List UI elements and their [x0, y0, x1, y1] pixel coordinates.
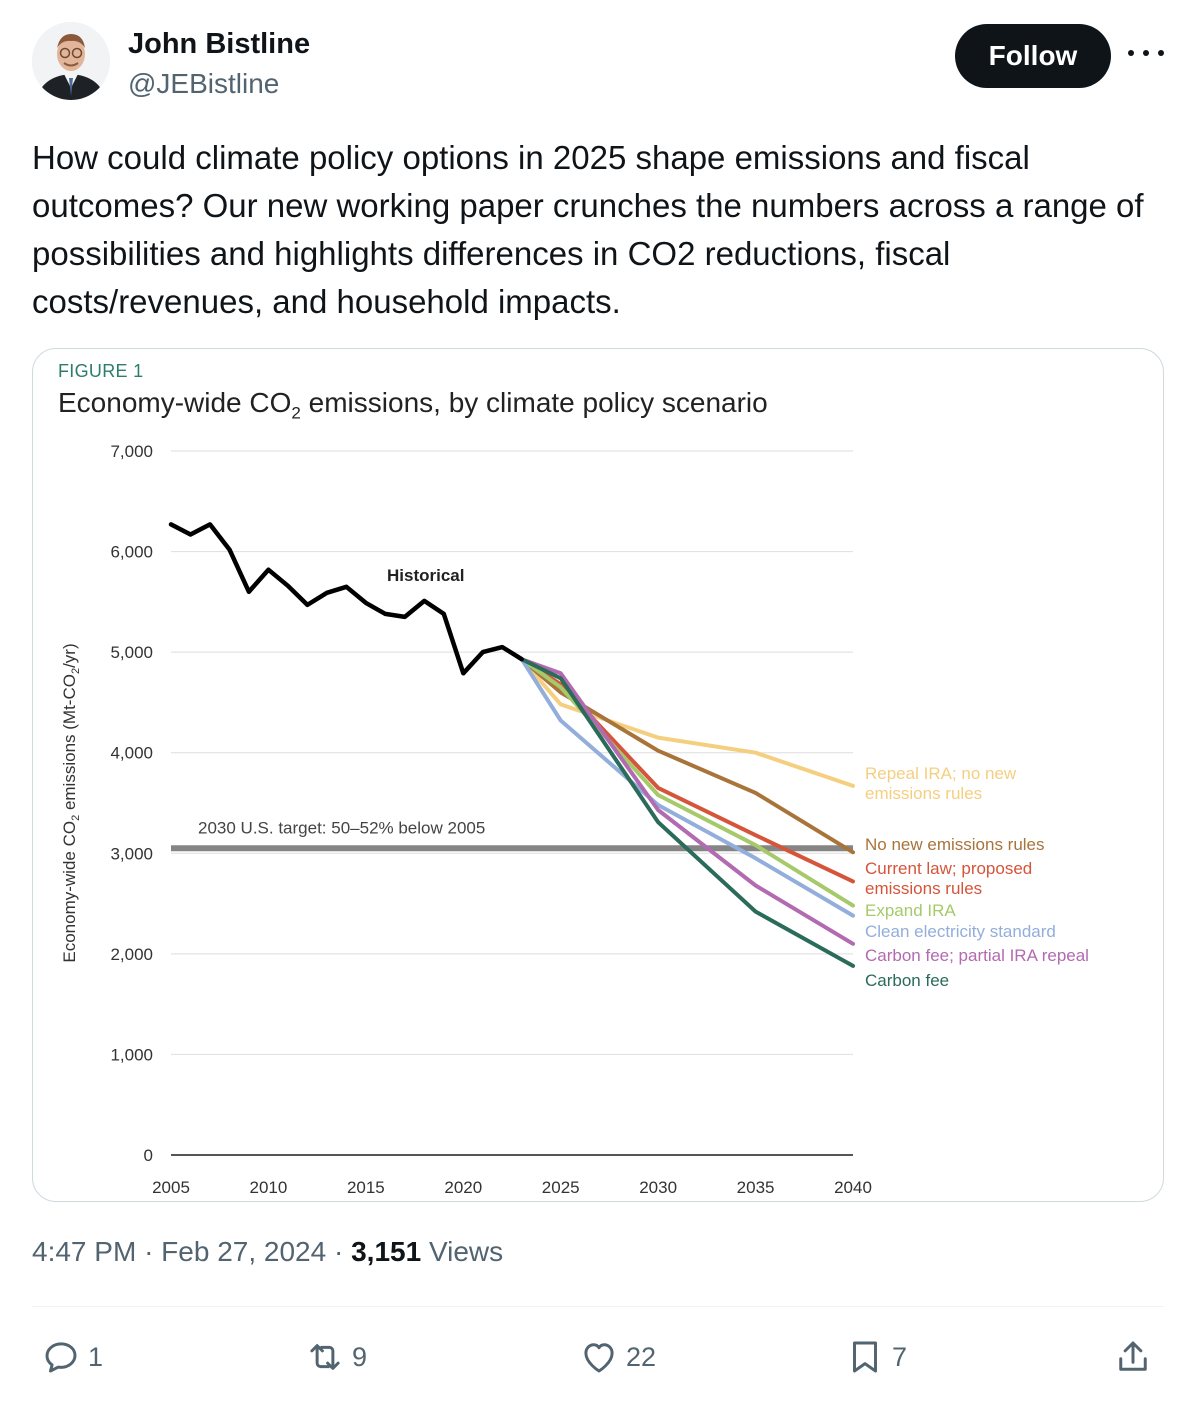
bookmark-button[interactable]: 7 [844, 1332, 907, 1382]
y-tick-label: 1,000 [110, 1045, 153, 1064]
reply-icon [45, 1342, 77, 1373]
meta-separator: · [333, 1236, 344, 1267]
x-tick-label: 2030 [639, 1178, 677, 1197]
media-image[interactable]: FIGURE 1 Economy-wide CO2 emissions, by … [32, 348, 1164, 1202]
y-tick-label: 7,000 [110, 442, 153, 461]
x-tick-label: 2035 [737, 1178, 775, 1197]
target-label: 2030 U.S. target: 50–52% below 2005 [198, 818, 485, 837]
repost-count: 9 [352, 1341, 368, 1372]
historical-label: Historical [387, 566, 464, 585]
tweet-time[interactable]: 4:47 PM [32, 1236, 137, 1267]
y-tick-label: 3,000 [110, 844, 153, 863]
legend-label-clean_electricity: Clean electricity standard [865, 922, 1056, 941]
repost-button[interactable]: 9 [304, 1332, 367, 1382]
x-tick-label: 2040 [834, 1178, 872, 1197]
share-button[interactable] [1112, 1332, 1154, 1382]
series-line-historical [168, 522, 524, 676]
tweet-meta: 4:47 PM · Feb 27, 2024 · 3,151 Views [32, 1236, 503, 1268]
reply-count: 1 [88, 1341, 104, 1372]
tweet-date[interactable]: Feb 27, 2024 [161, 1236, 327, 1267]
share-icon [1119, 1341, 1147, 1371]
views-label: Views [428, 1236, 504, 1267]
tweet-text: How could climate policy options in 2025… [32, 139, 1144, 320]
series-line-carbon_fee_partial [519, 657, 855, 946]
follow-button[interactable]: Follow [955, 24, 1111, 88]
series-line-expand_ira [519, 657, 855, 908]
series-line-repeal_ira [519, 657, 855, 788]
y-axis-label: Economy-wide CO2 emissions (Mt-CO2/yr) [60, 643, 82, 962]
avatar-photo [32, 22, 110, 100]
divider [32, 1306, 1164, 1307]
legend-label-current_law: emissions rules [865, 879, 982, 898]
x-tick-label: 2020 [444, 1178, 482, 1197]
legend-label-carbon_fee: Carbon fee [865, 971, 949, 990]
figure-title: Economy-wide CO2 emissions, by climate p… [58, 387, 768, 423]
legend-label-expand_ira: Expand IRA [865, 901, 956, 920]
emissions-chart: 0 1,000 2,000 3,000 4,000 5,000 6,000 7,000 2005… [60, 442, 1089, 1197]
more-options-icon[interactable] [1128, 38, 1164, 68]
like-count: 22 [626, 1341, 657, 1372]
reply-button[interactable]: 1 [40, 1332, 103, 1382]
x-tick-label: 2005 [152, 1178, 190, 1197]
views-count: 3,151 [351, 1236, 422, 1267]
x-tick-label: 2025 [542, 1178, 580, 1197]
y-tick-label: 5,000 [110, 643, 153, 662]
repost-icon [310, 1344, 340, 1370]
like-button[interactable]: 22 [578, 1332, 656, 1382]
heart-icon [584, 1343, 614, 1373]
legend-label-repeal_ira: Repeal IRA; no new [865, 764, 1017, 783]
series-line-clean_electricity [519, 657, 855, 918]
bookmark-count: 7 [892, 1341, 908, 1372]
y-tick-label: 2,000 [110, 945, 153, 964]
action-bar: 1 9 22 7 [32, 1332, 1164, 1382]
x-tick-label: 2015 [347, 1178, 385, 1197]
y-tick-label: 0 [144, 1146, 153, 1165]
meta-separator: · [144, 1236, 154, 1267]
x-tick-label: 2010 [250, 1178, 288, 1197]
legend-label-repeal_ira: emissions rules [865, 784, 982, 803]
y-tick-label: 6,000 [110, 543, 153, 562]
avatar[interactable] [32, 22, 110, 100]
series-line-no_new_rules [519, 657, 855, 855]
legend-label-no_new_rules: No new emissions rules [865, 835, 1045, 854]
legend-label-carbon_fee_partial: Carbon fee; partial IRA repeal [865, 946, 1089, 965]
legend-label-current_law: Current law; proposed [865, 859, 1032, 878]
author-handle[interactable]: @JEBistline [128, 68, 280, 99]
series-line-carbon_fee [519, 657, 855, 968]
author-name[interactable]: John Bistline [128, 28, 311, 60]
bookmark-icon [853, 1341, 877, 1373]
figure-label: FIGURE 1 [58, 361, 144, 381]
y-tick-label: 4,000 [110, 744, 153, 763]
tweet-header: John Bistline @JEBistline Follow [32, 22, 1164, 112]
